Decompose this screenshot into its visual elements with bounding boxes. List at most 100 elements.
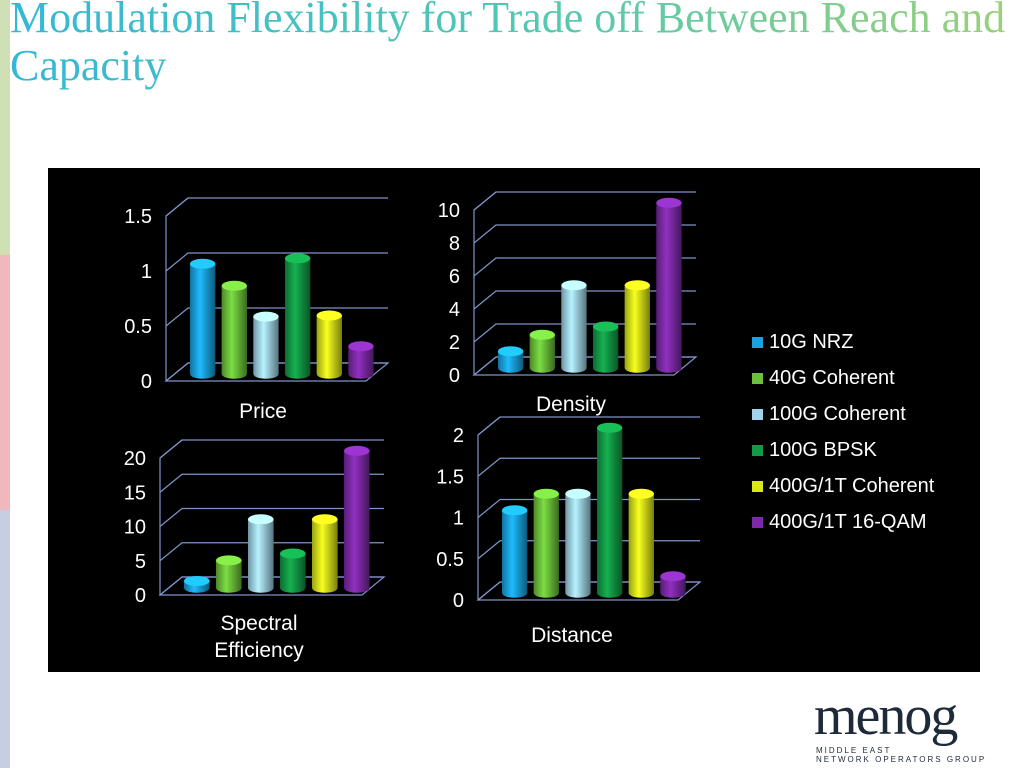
gridline [159,507,384,527]
bar-top [656,197,682,208]
bar-top [284,253,311,264]
bar-top [497,346,524,357]
legend-item: 400G/1T Coherent [752,468,934,504]
legend-swatch [752,516,763,528]
y-tick-label: 2 [453,425,464,447]
bar-top [561,280,587,291]
bar [184,575,210,593]
bar-top [189,258,216,269]
legend-item: 40G Coherent [752,360,934,396]
bar-body [280,553,306,593]
bar-top [533,488,559,499]
logo-line-2: NETWORK OPERATORS GROUP [816,755,987,764]
floor-plane [164,362,390,382]
bar-body [189,263,216,379]
bar-top [216,555,242,566]
bar-body [656,202,682,373]
chart-legend: 10G NRZ 40G Coherent 100G Coherent 100G … [752,324,934,540]
bar-body [253,316,279,379]
bar-top [624,280,650,291]
bar [216,555,242,593]
bar-body [533,493,559,598]
bar [253,311,279,379]
y-axis-line [473,191,497,375]
bar [348,341,374,379]
bar-body [348,346,374,379]
legend-item: 100G BPSK [752,432,934,468]
floor-plane [472,356,698,376]
bar-body [312,519,338,593]
gridline [159,473,384,493]
logo-line-1: MIDDLE EAST [816,746,892,755]
chart-title: Spectral [220,612,297,635]
y-axis-line [159,439,183,595]
left-stripe-blue [0,510,10,768]
chart-distance: 0 0.5 1 1.5 2 Distance [436,416,702,647]
bar [529,329,555,373]
y-tick-label: 0.5 [436,549,464,571]
y-tick-label: 20 [124,448,146,470]
logo-wordmark: menog [814,685,958,747]
bar-body [344,450,370,593]
bar-top [565,488,591,499]
y-axis-line [477,416,501,600]
bar-top [628,488,654,499]
bar-top [501,505,528,516]
gridline [477,416,700,436]
y-tick-label: 6 [449,266,460,288]
bar [316,310,342,379]
slide-title: Modulation Flexibility for Trade off Bet… [10,0,1010,90]
bar [561,280,587,373]
floor-plane [158,576,386,596]
bar-top [660,571,686,582]
y-tick-label: 10 [438,200,460,222]
charts-svg: 00.511.5Price0246810Density05101520Spect… [124,191,702,662]
y-tick-label: 4 [449,299,460,321]
y-tick-label: 8 [449,233,460,255]
y-axis-line [165,197,189,381]
y-tick-label: 2 [449,332,460,354]
bar [624,280,650,373]
bar-body [628,493,654,598]
bar [533,488,559,598]
bar-body [216,560,242,593]
bar [344,445,370,593]
bar-body [592,326,619,373]
bar-body [565,493,591,598]
chart-title: Distance [531,624,613,647]
bar-body [624,285,650,373]
y-tick-label: 0 [141,371,152,393]
bar-body [501,510,528,598]
bar-top [312,514,338,525]
legend-swatch [752,444,763,456]
y-tick-label: 1.5 [124,206,152,228]
chart-price: 0 0.5 1 1.5 Price [124,197,390,423]
bar [592,321,619,373]
bar [501,505,528,598]
bar-top [253,311,279,322]
legend-swatch [752,372,763,384]
bar-top [529,329,555,340]
y-tick-label: 1 [141,261,152,283]
bar-body [221,285,247,379]
bar [596,422,623,598]
y-tick-label: 1.5 [436,466,464,488]
legend-label: 100G BPSK [769,438,877,461]
y-tick-label: 15 [124,482,146,504]
floor-plane [476,581,702,601]
y-tick-label: 5 [135,551,146,573]
bar-top [184,575,210,586]
gridline [473,224,696,244]
bar-top [316,310,342,321]
y-tick-label: 1 [453,508,464,530]
legend-swatch [752,408,763,420]
legend-swatch [752,480,763,492]
bar-body [660,576,686,598]
bar-top [248,514,274,525]
gridline [165,252,388,272]
y-tick-label: 0 [453,590,464,612]
bar [312,514,338,593]
bar-body [596,427,623,598]
bar-body [284,258,311,379]
left-stripe-red [0,255,10,510]
